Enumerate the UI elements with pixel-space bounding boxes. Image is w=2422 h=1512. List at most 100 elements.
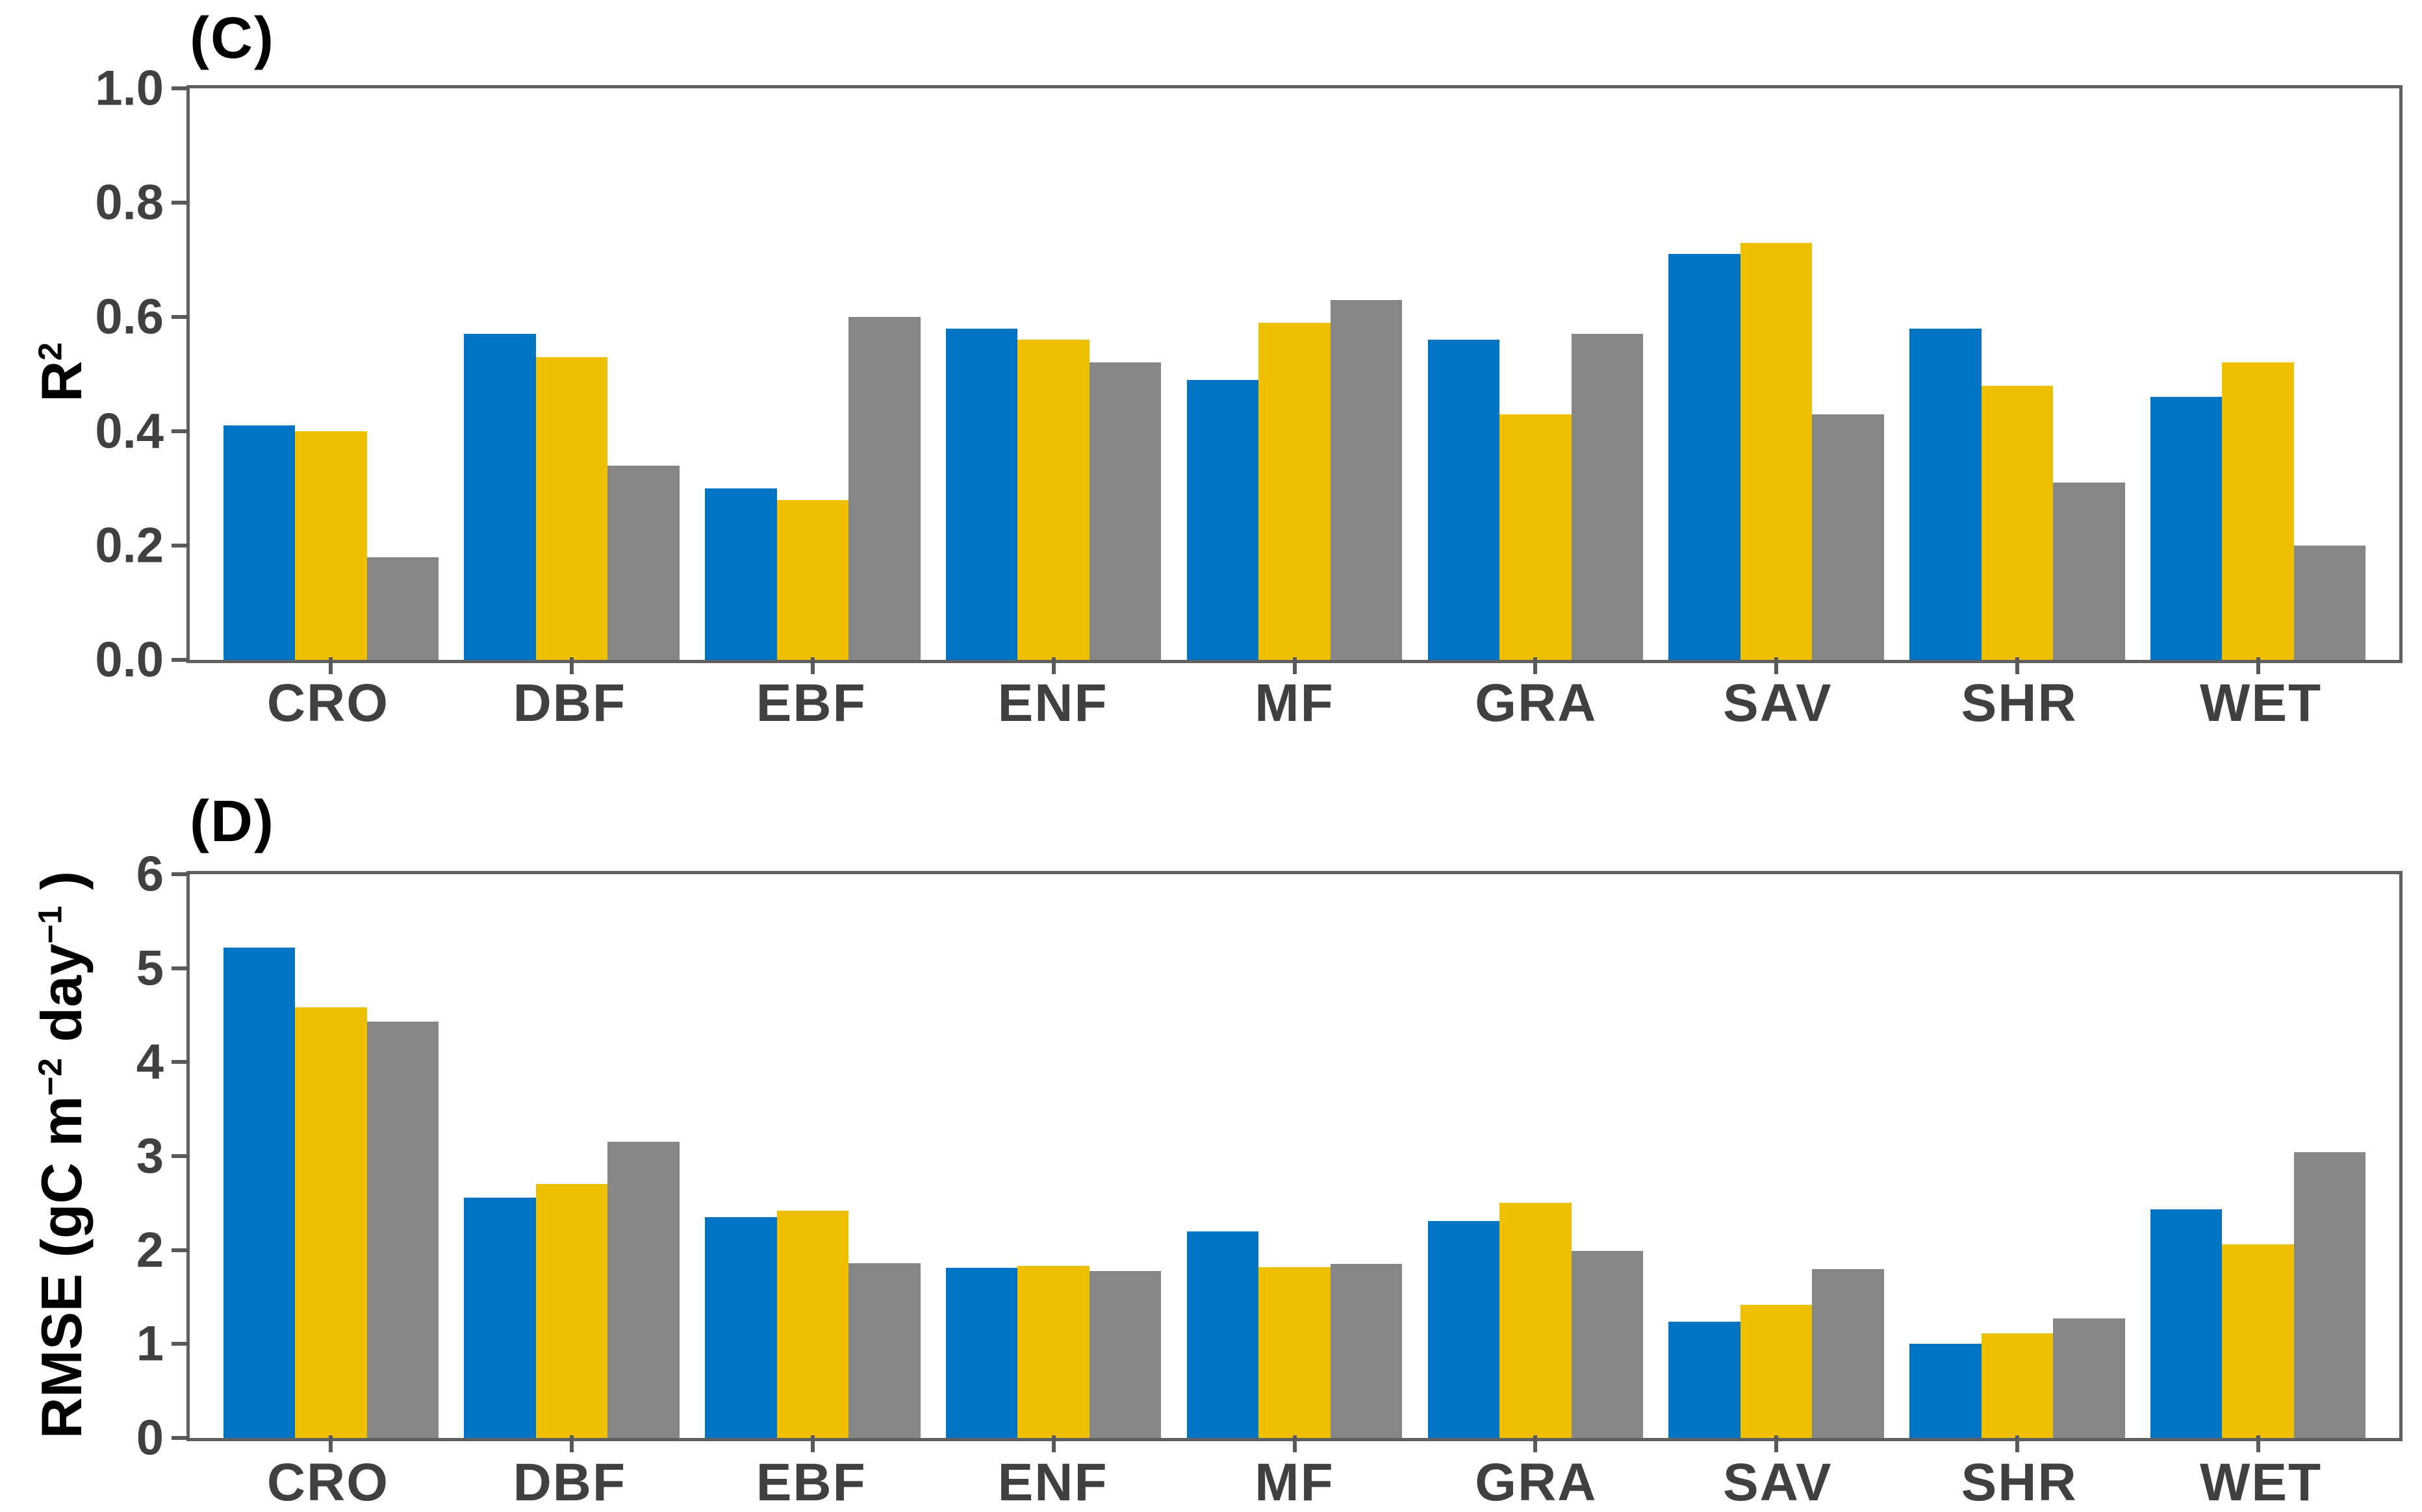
bar-group-enf <box>933 88 1174 660</box>
x-tick-label-gra: GRA <box>1475 1453 1598 1512</box>
bar-group-dbf <box>452 874 693 1438</box>
x-tick-mark <box>2015 1435 2019 1452</box>
y-tick-label: 6 <box>136 846 164 902</box>
bar-group-gra <box>1415 88 1656 660</box>
y-tick-label: 5 <box>136 940 164 996</box>
y-tick-mark <box>172 966 190 970</box>
panel-tag-d: (D) <box>190 789 275 854</box>
x-tick-mark <box>2015 657 2019 674</box>
bar-sav-blue <box>1668 254 1740 660</box>
bar-ebf-blue <box>705 488 777 660</box>
panel-d: (D) RMSE (gC m−2 day−1 ) 0 1 2 3 4 5 6 CRO DBF E… <box>0 786 2422 1512</box>
bar-dbf-yellow <box>535 357 608 660</box>
x-tick-mark <box>1051 657 1056 674</box>
bar-sav-yellow <box>1740 242 1813 660</box>
y-tick-label: 1 <box>136 1316 164 1372</box>
x-tick-mark <box>810 657 815 674</box>
y-axis-label-rmse: RMSE (gC m−2 day−1 ) <box>29 871 95 1439</box>
bar-ebf-yellow <box>776 499 849 660</box>
bar-group-shr <box>1896 874 2137 1438</box>
x-tick-label-dbf: DBF <box>513 1453 627 1512</box>
bar-group-mf <box>1174 88 1415 660</box>
panel-c: (C) R2 0.0 0.2 0.4 0.6 0.8 1.0 CRO DBF EBF ENF MF… <box>29 6 2403 733</box>
y-tick-mark <box>172 658 190 662</box>
x-tick-mark <box>1533 1435 1538 1452</box>
y-tick-mark <box>172 86 190 90</box>
x-tick-label-ebf: EBF <box>756 1453 867 1512</box>
bar-wet-blue <box>2150 397 2223 660</box>
bar-wet-gray <box>2293 1152 2366 1438</box>
y-axis-label-sup: −2 <box>31 1057 69 1096</box>
x-tick-mark <box>1774 1435 1779 1452</box>
bar-dbf-yellow <box>535 1184 608 1438</box>
y-tick-label: 0.6 <box>95 289 164 345</box>
x-tick-mark <box>2256 1435 2260 1452</box>
x-tick-mark <box>2256 657 2260 674</box>
bar-enf-yellow <box>1017 1266 1090 1438</box>
x-labels-d: CRO DBF EBF ENF MF GRA SAV SHR WET <box>186 1452 2403 1512</box>
x-tick-mark <box>1292 657 1297 674</box>
bars-container-c <box>190 88 2399 660</box>
x-tick-label-sav: SAV <box>1723 674 1833 733</box>
x-tick-label-shr: SHR <box>1961 674 2078 733</box>
bar-cro-gray <box>366 1022 439 1438</box>
bar-gra-gray <box>1571 334 1644 660</box>
bar-ebf-gray <box>848 1263 921 1438</box>
y-axis-label-text: day <box>29 943 94 1058</box>
bar-enf-gray <box>1089 362 1162 660</box>
bar-dbf-gray <box>607 1142 680 1438</box>
bar-gra-yellow <box>1499 414 1572 660</box>
y-tick-mark <box>172 429 190 433</box>
x-tick-cell <box>452 1435 693 1452</box>
x-tick-cell <box>2137 657 2378 674</box>
x-tick-cell <box>1174 657 1415 674</box>
y-tick-label: 2 <box>136 1222 164 1278</box>
x-tick-label-wet: WET <box>2199 674 2323 733</box>
x-tick-cell <box>1896 657 2137 674</box>
bar-mf-blue <box>1186 379 1259 660</box>
bar-mf-yellow <box>1258 322 1331 660</box>
x-tick-cell <box>1415 1435 1656 1452</box>
y-tick-mark <box>172 872 190 876</box>
bar-cro-blue <box>223 425 296 660</box>
bar-enf-yellow <box>1017 340 1090 660</box>
bar-sav-gray <box>1812 414 1884 660</box>
bar-shr-yellow <box>1981 1333 2054 1438</box>
x-tick-label-gra: GRA <box>1475 674 1598 733</box>
bar-cro-blue <box>223 947 296 1438</box>
bar-wet-gray <box>2293 546 2366 660</box>
x-tick-cell <box>693 1435 934 1452</box>
bar-ebf-yellow <box>776 1210 849 1438</box>
x-tick-cell <box>933 657 1174 674</box>
x-tick-mark <box>810 1435 815 1452</box>
x-tick-label-mf: MF <box>1255 674 1334 733</box>
bar-wet-yellow <box>2222 362 2294 660</box>
bar-dbf-blue <box>464 334 536 660</box>
bar-dbf-gray <box>607 465 680 660</box>
y-tick-mark <box>172 1436 190 1440</box>
y-axis-label-text: RMSE (gC m <box>29 1096 94 1439</box>
x-tick-cell <box>693 657 934 674</box>
x-tick-label-dbf: DBF <box>513 674 627 733</box>
x-tick-cell <box>1656 1435 1897 1452</box>
x-tick-label-ebf: EBF <box>756 674 867 733</box>
y-tick-label: 3 <box>136 1128 164 1184</box>
y-tick-mark <box>172 1248 190 1252</box>
x-tick-mark <box>1292 1435 1297 1452</box>
x-tick-cell <box>1415 657 1656 674</box>
x-tick-mark <box>570 657 574 674</box>
bar-cro-gray <box>366 557 439 660</box>
x-tick-label-mf: MF <box>1255 1453 1334 1512</box>
y-tick-label: 0.8 <box>95 175 164 231</box>
y-tick-label: 0.4 <box>95 403 164 459</box>
bar-gra-gray <box>1571 1251 1644 1438</box>
x-tick-label-wet: WET <box>2199 1453 2323 1512</box>
x-tick-label-shr: SHR <box>1961 1453 2078 1512</box>
x-tick-cell <box>210 657 452 674</box>
bar-group-wet <box>2137 88 2378 660</box>
x-tick-label-sav: SAV <box>1723 1453 1833 1512</box>
bar-sav-blue <box>1668 1321 1740 1438</box>
y-axis-label-text: R <box>29 360 94 402</box>
bar-gra-blue <box>1427 340 1500 660</box>
